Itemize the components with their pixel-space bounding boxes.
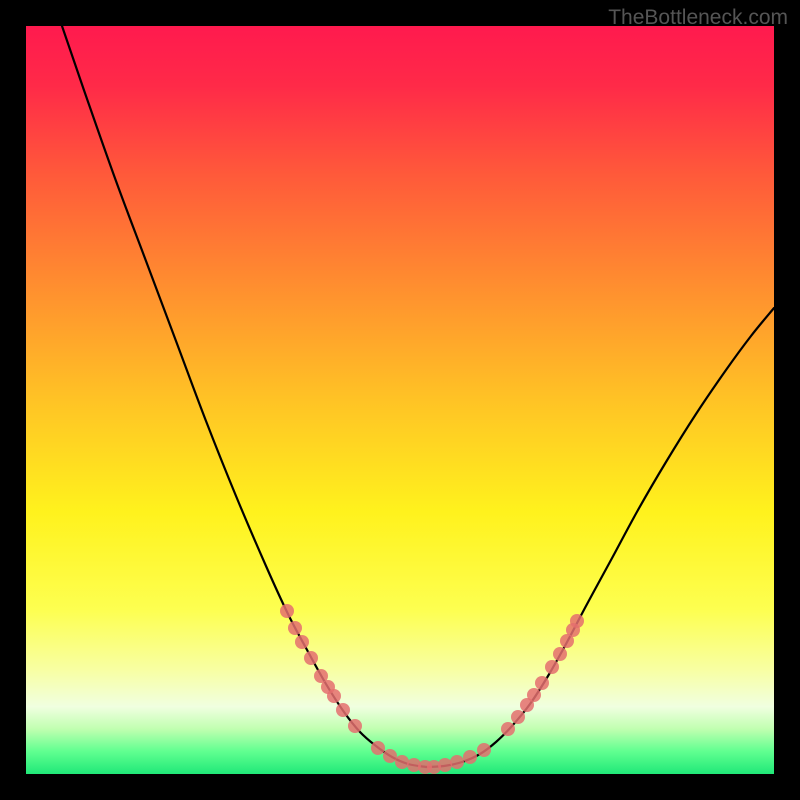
- data-marker: [477, 743, 491, 757]
- data-marker: [327, 689, 341, 703]
- gradient-background: [26, 26, 774, 774]
- data-marker: [288, 621, 302, 635]
- data-marker: [438, 758, 452, 772]
- data-marker: [450, 755, 464, 769]
- data-marker: [463, 750, 477, 764]
- data-marker: [395, 755, 409, 769]
- data-marker: [511, 710, 525, 724]
- data-marker: [348, 719, 362, 733]
- data-marker: [501, 722, 515, 736]
- data-marker: [553, 647, 567, 661]
- data-marker: [383, 749, 397, 763]
- data-marker: [304, 651, 318, 665]
- data-marker: [371, 741, 385, 755]
- data-marker: [280, 604, 294, 618]
- data-marker: [336, 703, 350, 717]
- watermark-text: TheBottleneck.com: [608, 6, 788, 30]
- data-marker: [545, 660, 559, 674]
- plot-area: [26, 26, 774, 774]
- data-marker: [527, 688, 541, 702]
- data-marker: [535, 676, 549, 690]
- data-marker: [570, 614, 584, 628]
- chart-svg: [26, 26, 774, 774]
- data-marker: [295, 635, 309, 649]
